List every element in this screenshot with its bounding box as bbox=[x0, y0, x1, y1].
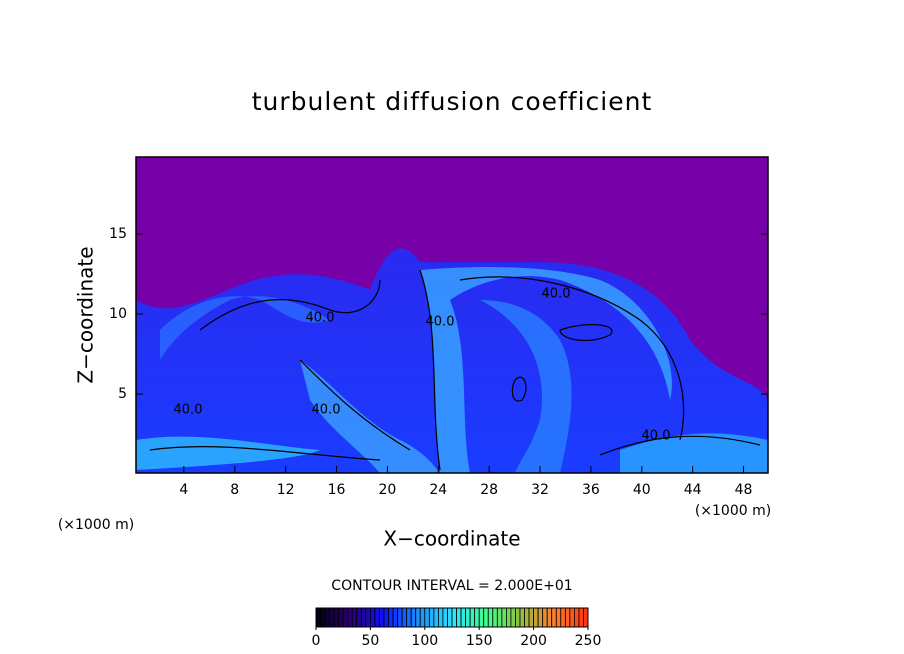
colorbar-cell bbox=[574, 607, 580, 628]
contour-label: 40.0 bbox=[542, 287, 571, 302]
colorbar-cell bbox=[379, 607, 385, 628]
y-axis-title: Z−coordinate bbox=[74, 246, 98, 383]
colorbar-cell bbox=[515, 607, 521, 628]
colorbar-cell bbox=[329, 607, 335, 628]
x-tick-label: 16 bbox=[328, 482, 346, 498]
colorbar-cell bbox=[496, 607, 503, 628]
colorbar-cell bbox=[456, 607, 462, 628]
colorbar-cell bbox=[351, 607, 358, 628]
colorbar-cell bbox=[442, 607, 448, 628]
colorbar-cell bbox=[469, 607, 476, 628]
colorbar-cell bbox=[533, 607, 539, 628]
colorbar-cell bbox=[519, 607, 525, 628]
colorbar-cell bbox=[419, 607, 426, 628]
y-tick-label: 15 bbox=[109, 226, 127, 242]
colorbar-tick-label: 250 bbox=[575, 633, 602, 649]
colorbar-cell bbox=[342, 607, 349, 628]
chart-title: turbulent diffusion coefficient bbox=[252, 87, 653, 116]
colorbar-tick-label: 50 bbox=[361, 633, 379, 649]
colorbar-cell bbox=[528, 607, 534, 628]
colorbar-cell bbox=[424, 607, 430, 628]
colorbar-cell bbox=[478, 607, 485, 628]
colorbar-cell bbox=[451, 607, 457, 628]
colorbar-tick-label: 200 bbox=[520, 633, 547, 649]
contour-label: 40.0 bbox=[642, 429, 671, 444]
y-tick-label: 5 bbox=[118, 386, 127, 402]
colorbar-cell bbox=[487, 607, 494, 628]
colorbar-cell bbox=[460, 607, 467, 628]
x-unit-label: (×1000 m) bbox=[58, 517, 134, 533]
colorbar-cell bbox=[315, 607, 321, 628]
colorbar-frame bbox=[315, 607, 589, 628]
colorbar-cell bbox=[583, 607, 589, 628]
colorbar-cell bbox=[492, 607, 498, 628]
colorbar-cell bbox=[388, 607, 394, 628]
x-unit-label: (×1000 m) bbox=[695, 503, 771, 519]
colorbar-cell bbox=[333, 607, 340, 628]
x-tick-label: 28 bbox=[480, 482, 498, 498]
x-tick-label: 44 bbox=[684, 482, 702, 498]
y-tick-label: 10 bbox=[109, 306, 127, 322]
contour-label: 40.0 bbox=[426, 315, 455, 330]
colorbar-cell bbox=[410, 607, 417, 628]
colorbar-cell bbox=[569, 607, 575, 628]
colorbar-tick-label: 100 bbox=[411, 633, 438, 649]
colorbar-cell bbox=[383, 607, 389, 628]
colorbar-cell bbox=[551, 607, 557, 628]
colorbar-cell bbox=[465, 607, 471, 628]
x-tick-label: 12 bbox=[277, 482, 295, 498]
colorbar-cell bbox=[392, 607, 399, 628]
colorbar-cell bbox=[447, 607, 453, 628]
colorbar-cell bbox=[360, 607, 367, 628]
x-tick-label: 8 bbox=[230, 482, 239, 498]
colorbar-cell bbox=[338, 607, 344, 628]
colorbar-cell bbox=[542, 607, 548, 628]
contour-label: 40.0 bbox=[312, 403, 341, 418]
colorbar-cell bbox=[564, 607, 571, 628]
contour-interval-label: CONTOUR INTERVAL = 2.000E+01 bbox=[331, 578, 572, 594]
contour-field bbox=[136, 157, 768, 473]
colorbar-cell bbox=[437, 607, 444, 628]
colorbar-tick-label: 0 bbox=[312, 633, 321, 649]
colorbar-cell bbox=[401, 607, 408, 628]
colorbar-cell bbox=[365, 607, 371, 628]
colorbar-cell bbox=[505, 607, 512, 628]
x-axis-title: X−coordinate bbox=[383, 527, 520, 551]
colorbar-cell bbox=[546, 607, 553, 628]
colorbar-cell bbox=[347, 607, 353, 628]
x-tick-label: 20 bbox=[378, 482, 396, 498]
plot-frame bbox=[135, 156, 769, 474]
colorbar-cell bbox=[537, 607, 544, 628]
contour-label: 40.0 bbox=[174, 403, 203, 418]
colorbar-cell bbox=[510, 607, 516, 628]
x-tick-label: 4 bbox=[179, 482, 188, 498]
colorbar-cell bbox=[555, 607, 562, 628]
colorbar-cell bbox=[483, 607, 489, 628]
colorbar-cell bbox=[501, 607, 507, 628]
colorbar-cell bbox=[397, 607, 403, 628]
colorbar-cell bbox=[578, 607, 584, 628]
contour-label: 40.0 bbox=[306, 311, 335, 326]
colorbar-cell bbox=[356, 607, 362, 628]
colorbar-cell bbox=[374, 607, 380, 628]
x-tick-label: 48 bbox=[735, 482, 753, 498]
colorbar-cell bbox=[474, 607, 480, 628]
colorbar-cell bbox=[524, 607, 530, 628]
colorbar-cell bbox=[415, 607, 421, 628]
colorbar-cell bbox=[369, 607, 376, 628]
x-tick-label: 40 bbox=[633, 482, 651, 498]
colorbar-cell bbox=[560, 607, 566, 628]
colorbar-cell bbox=[406, 607, 412, 628]
colorbar-cell bbox=[428, 607, 435, 628]
x-tick-label: 24 bbox=[429, 482, 447, 498]
colorbar-tick-label: 150 bbox=[466, 633, 493, 649]
x-tick-label: 32 bbox=[531, 482, 549, 498]
x-tick-label: 36 bbox=[582, 482, 600, 498]
colorbar-cell bbox=[433, 607, 439, 628]
colorbar-cell bbox=[320, 607, 326, 628]
colorbar-cell bbox=[324, 607, 331, 628]
